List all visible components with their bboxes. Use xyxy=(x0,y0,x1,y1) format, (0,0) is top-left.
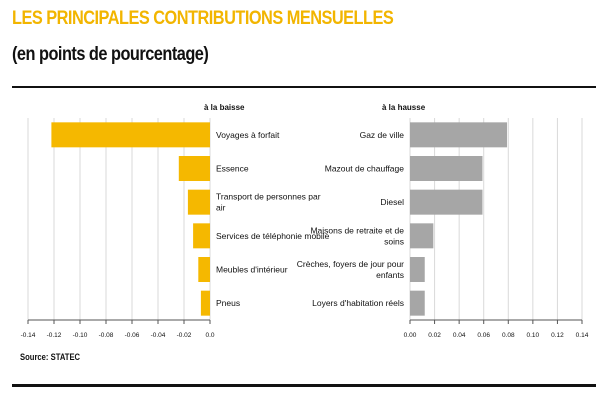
hausse-tick-label: 0.08 xyxy=(502,332,515,339)
baisse-bar xyxy=(193,223,210,249)
top-rule xyxy=(12,86,596,88)
hausse-bar xyxy=(410,257,425,282)
baisse-category-label: Transport de personnes par xyxy=(216,192,321,202)
hausse-bar xyxy=(410,223,434,249)
baisse-tick-label: -0.04 xyxy=(151,332,166,339)
hausse-tick-label: 0.14 xyxy=(576,332,589,339)
baisse-panel-title: à la baisse xyxy=(204,103,245,112)
baisse-tick-label: -0.08 xyxy=(99,332,114,339)
hausse-category-label: Gaz de ville xyxy=(360,130,405,140)
hausse-tick-label: 0.02 xyxy=(428,332,441,339)
hausse-tick-label: 0.00 xyxy=(404,332,417,339)
baisse-bar xyxy=(200,290,210,316)
baisse-category-label: Essence xyxy=(216,164,249,174)
chart-subtitle: (en points de pourcentage) xyxy=(12,44,209,65)
baisse-tick-label: -0.10 xyxy=(73,332,88,339)
baisse-category-label: Services de téléphonie mobile xyxy=(216,231,330,241)
hausse-bar xyxy=(410,189,483,215)
hausse-tick-label: 0.06 xyxy=(477,332,490,339)
hausse-tick-label: 0.04 xyxy=(453,332,466,339)
baisse-category-label: Meubles d'intérieur xyxy=(216,265,288,275)
baisse-tick-label: -0.14 xyxy=(21,332,36,339)
baisse-tick-label: 0.0 xyxy=(205,332,214,339)
source-note: Source: STATEC xyxy=(20,352,81,362)
hausse-category-label: Diesel xyxy=(380,197,404,207)
hausse-category-label: Crèches, foyers de jour pour xyxy=(297,259,404,269)
hausse-bar xyxy=(410,156,483,181)
baisse-category-label: air xyxy=(216,203,226,213)
baisse-bar xyxy=(187,189,210,215)
chart-title: LES PRINCIPALES CONTRIBUTIONS MENSUELLES xyxy=(12,8,394,29)
baisse-tick-label: -0.12 xyxy=(47,332,62,339)
baisse-bar xyxy=(198,257,210,282)
baisse-category-label: Voyages à forfait xyxy=(216,130,280,140)
baisse-category-label: Pneus xyxy=(216,298,240,308)
hausse-tick-label: 0.10 xyxy=(527,332,540,339)
baisse-tick-label: -0.02 xyxy=(177,332,192,339)
hausse-category-label: soins xyxy=(384,236,404,246)
hausse-category-label: Mazout de chauffage xyxy=(325,164,405,174)
bottom-rule xyxy=(12,384,596,387)
hausse-bar xyxy=(410,122,508,148)
hausse-bar xyxy=(410,290,425,316)
hausse-category-label: Loyers d'habitation réels xyxy=(312,298,404,308)
hausse-tick-label: 0.12 xyxy=(551,332,564,339)
hausse-category-label: Maisons de retraite et de xyxy=(310,225,404,235)
hausse-panel-title: à la hausse xyxy=(382,103,426,112)
hausse-category-label: enfants xyxy=(376,270,404,280)
baisse-bar xyxy=(51,122,211,148)
baisse-tick-label: -0.06 xyxy=(125,332,140,339)
baisse-bar xyxy=(178,156,210,181)
